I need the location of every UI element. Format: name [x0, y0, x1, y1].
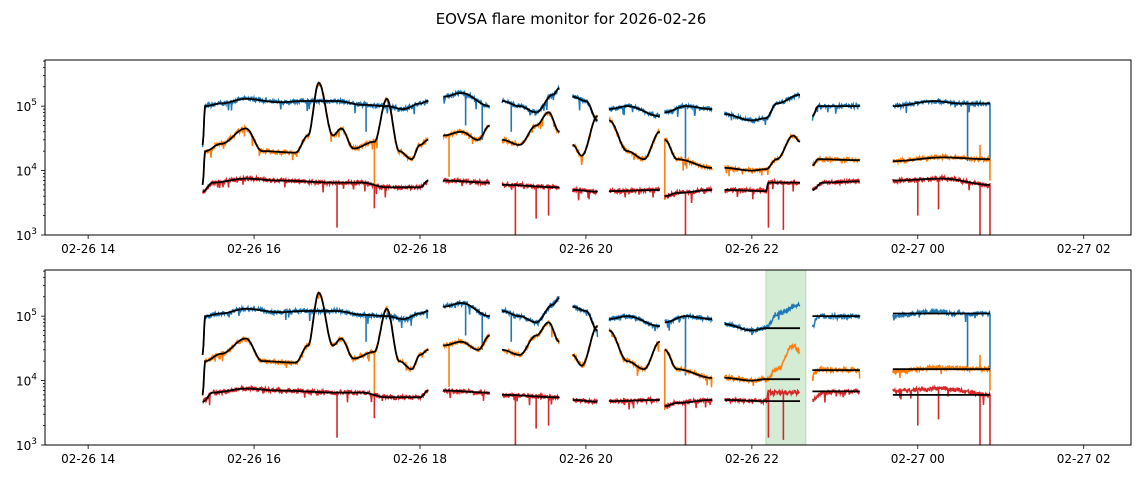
y-tick-label: 103	[16, 227, 37, 243]
y-tick-label: 105	[16, 98, 37, 114]
axes-frame	[44, 269, 1132, 446]
orange-smoothed-line	[201, 291, 429, 395]
orange-smoothed-line	[892, 156, 990, 163]
blue-smoothed-line	[502, 87, 560, 114]
red-smoothed-line	[664, 399, 712, 408]
red-smoothed-line	[443, 389, 490, 394]
orange-series-line	[663, 137, 713, 172]
red-smoothed-line	[609, 189, 660, 192]
x-tick-label: 02-26 18	[393, 452, 447, 466]
bottom-panel: 103 104 105 02-26 14 02-26 16 02-26 18 02-26 2…	[16, 269, 1132, 466]
red-series-line	[442, 387, 491, 401]
orange-smoothed-line	[608, 119, 660, 161]
blue-smoothed-line	[811, 105, 860, 117]
orange-smoothed-line	[502, 111, 560, 146]
red-smoothed-line	[664, 189, 712, 198]
blue-series-line	[723, 91, 801, 125]
red-series-line	[724, 177, 801, 200]
red-smoothed-line	[572, 399, 598, 403]
orange-smoothed-line	[572, 115, 598, 157]
red-smoothed-line	[812, 180, 860, 191]
orange-smoothed-line	[664, 138, 712, 169]
x-tick-label: 02-26 22	[725, 242, 779, 256]
axes-frame	[44, 59, 1132, 236]
blue-smoothed-line	[443, 92, 490, 107]
red-smoothed-line	[572, 189, 598, 193]
x-tick-label: 02-27 02	[1057, 242, 1111, 256]
blue-smoothed-line	[502, 297, 560, 324]
blue-smoothed-line	[609, 315, 660, 327]
chart-title: EOVSA flare monitor for 2026-02-26	[436, 10, 707, 28]
red-smoothed-line	[202, 177, 429, 193]
blue-series-line	[201, 94, 429, 148]
y-tick-label: 103	[16, 437, 37, 453]
x-tick-label: 02-26 14	[61, 242, 115, 256]
red-series-line	[892, 384, 991, 405]
orange-smoothed-line	[502, 321, 560, 356]
x-tick-label: 02-26 22	[725, 452, 779, 466]
red-smoothed-line	[502, 394, 560, 399]
blue-series-line	[608, 103, 661, 120]
blue-series-line	[892, 307, 991, 322]
orange-smoothed-line	[724, 134, 801, 172]
orange-series-line	[811, 364, 861, 382]
orange-smoothed-line	[608, 329, 660, 371]
x-tick-label: 02-27 00	[891, 452, 945, 466]
blue-smoothed-line	[724, 323, 800, 332]
orange-smoothed-line	[572, 325, 598, 367]
orange-series-line	[892, 363, 991, 379]
red-smoothed-line	[724, 399, 800, 402]
orange-smoothed-line	[201, 81, 429, 185]
x-tick-label: 02-26 20	[559, 242, 613, 256]
blue-smoothed-line	[609, 105, 660, 117]
x-tick-label: 02-26 16	[227, 452, 281, 466]
blue-smoothed-line	[664, 315, 712, 324]
x-tick-label: 02-26 20	[559, 452, 613, 466]
blue-smoothed-line	[443, 302, 490, 317]
orange-smoothed-line	[664, 348, 712, 379]
orange-smoothed-line	[443, 334, 490, 351]
orange-series-line	[723, 342, 801, 386]
y-tick-label: 104	[16, 163, 37, 179]
red-smoothed-line	[502, 184, 560, 189]
y-tick-label: 104	[16, 373, 37, 389]
blue-series-line	[811, 101, 861, 121]
orange-smoothed-line	[724, 377, 800, 382]
x-tick-label: 02-26 16	[227, 242, 281, 256]
red-smoothed-line	[443, 179, 490, 184]
x-tick-label: 02-27 00	[891, 242, 945, 256]
blue-smoothed-line	[572, 305, 598, 332]
blue-smoothed-line	[572, 95, 598, 122]
orange-smoothed-line	[443, 124, 490, 141]
orange-series-line	[608, 327, 661, 377]
orange-smoothed-line	[812, 158, 860, 167]
orange-series-line	[664, 348, 713, 388]
blue-smoothed-line	[724, 93, 800, 122]
red-smoothed-line	[724, 181, 800, 192]
y-tick-label: 105	[16, 308, 37, 324]
x-tick-label: 02-26 14	[61, 452, 115, 466]
top-panel: 103 104 105 02-26 14 02-26 16 02-26 18 02-26 2…	[16, 59, 1132, 256]
blue-smoothed-line	[664, 105, 712, 114]
red-smoothed-line	[892, 177, 990, 186]
x-tick-label: 02-27 02	[1057, 452, 1111, 466]
red-smoothed-line	[609, 399, 660, 402]
blue-smoothed-line	[892, 100, 990, 107]
red-series-line	[811, 388, 861, 403]
x-tick-label: 02-26 18	[393, 242, 447, 256]
red-smoothed-line	[202, 387, 429, 403]
